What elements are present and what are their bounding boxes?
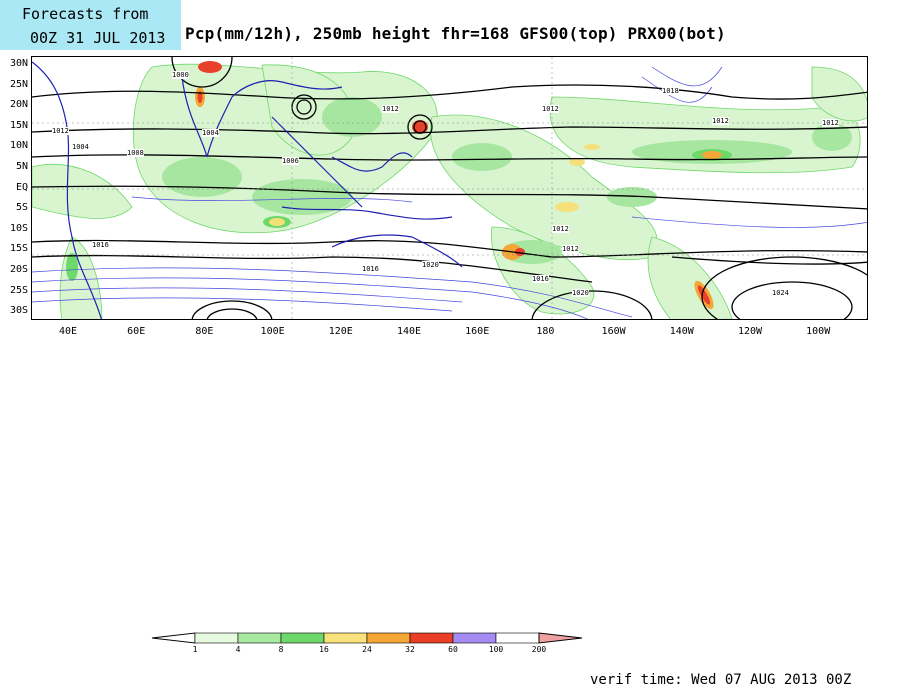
colorbar-label: 4 (235, 645, 241, 654)
contour-label: 1012 (552, 225, 569, 233)
colorbar-segment (280, 632, 325, 644)
contour-label: 1018 (662, 87, 679, 95)
lat-label: 20N (9, 99, 28, 111)
forecast-init-time: 00Z 31 JUL 2013 (30, 29, 166, 47)
contour-label: 1016 (532, 275, 549, 283)
colorbar-label: 60 (448, 645, 458, 654)
contour-label: 1012 (382, 105, 399, 113)
colorbar-label: 100 (488, 645, 504, 654)
verif-time: verif time: Wed 07 AUG 2013 00Z (590, 672, 852, 688)
lat-label: 30S (9, 305, 28, 317)
colorbar-segment (366, 632, 411, 644)
contour-label: 1004 (72, 143, 89, 151)
contour-label: 1016 (92, 241, 109, 249)
precip-light (32, 63, 867, 319)
lon-label: 120W (737, 326, 763, 337)
colorbar-segment (237, 632, 282, 644)
contour-label: 1012 (822, 119, 839, 127)
map-canvas (32, 57, 867, 319)
colorbar-label: 200 (531, 645, 547, 654)
lat-label: 20S (9, 264, 28, 275)
colorbar-segment (409, 632, 454, 644)
lon-label: 100E (260, 326, 285, 337)
contour-label: 1016 (362, 265, 379, 273)
colorbar-right-arrow (538, 632, 583, 644)
precip-map: 1000 1004 1008 1012 1016 1020 1024 1018 1006 1012… (31, 56, 868, 320)
lat-label: 15S (9, 243, 28, 255)
colorbar-label: 32 (405, 645, 415, 654)
contour-label: 1004 (202, 129, 219, 137)
lat-label: 10N (9, 140, 28, 152)
contour-label: 1012 (542, 105, 559, 113)
lat-label: 5N (15, 161, 28, 172)
thin-contours (32, 66, 867, 319)
height-contours (32, 57, 867, 319)
forecast-from-label: Forecasts from (22, 5, 149, 23)
colorbar-label: 8 (278, 645, 284, 654)
lat-label: 5S (15, 202, 28, 214)
precip-colorbar (151, 632, 583, 644)
coastlines (32, 61, 463, 319)
lon-label: 160W (601, 326, 626, 337)
lon-label: 100W (806, 326, 831, 337)
contour-label: 1020 (422, 261, 439, 269)
map-title: Pcp(mm/12h), 250mb height fhr=168 GFS00(… (185, 24, 726, 43)
lon-label: 140W (669, 326, 694, 337)
contour-label: 1008 (127, 149, 144, 157)
colorbar-label: 24 (362, 645, 372, 654)
lat-label: 25N (9, 78, 28, 90)
colorbar-label: 1 (192, 645, 198, 654)
lat-label: 15N (9, 119, 28, 131)
colorbar-left-arrow (151, 632, 196, 644)
colorbar-segment (452, 632, 497, 644)
precip-medium (162, 97, 852, 264)
lon-label: 120E (328, 326, 353, 337)
contour-label: 1006 (282, 157, 299, 165)
lat-label: EQ (15, 181, 28, 193)
colorbar-segment (323, 632, 368, 644)
lon-label: 140E (396, 326, 422, 337)
lon-label: 160E (465, 326, 490, 337)
contour-label: 1012 (712, 117, 729, 125)
lon-label: 180 (536, 326, 555, 337)
lon-label: 80E (195, 326, 214, 337)
contour-label: 1000 (172, 71, 189, 79)
colorbar-label: 16 (319, 645, 329, 654)
lat-label: 10S (9, 222, 28, 234)
colorbar-segment (194, 632, 239, 644)
lat-label: 25S (9, 284, 28, 296)
forecast-init-box: Forecasts from 00Z 31 JUL 2013 (0, 0, 181, 50)
lat-label: 30N (9, 58, 28, 69)
contour-label: 1012 (52, 127, 69, 135)
lon-label: 60E (127, 326, 146, 337)
contour-label: 1012 (562, 245, 579, 253)
precip-heavy (66, 61, 732, 310)
colorbar-segment (495, 632, 540, 644)
grid (32, 57, 867, 319)
contour-label: 1024 (772, 289, 789, 297)
lon-label: 40E (58, 326, 78, 337)
contour-label: 1020 (572, 289, 589, 297)
